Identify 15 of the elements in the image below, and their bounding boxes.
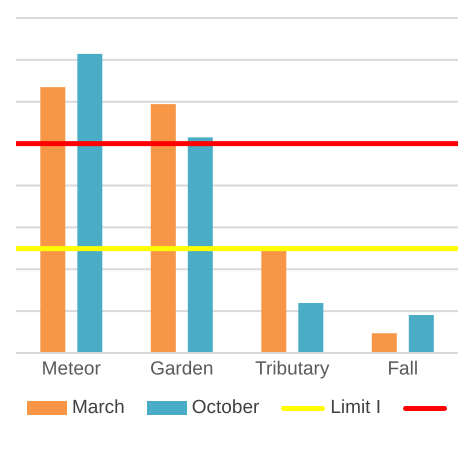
bar (261, 250, 286, 353)
bar (77, 54, 102, 353)
bar (150, 104, 176, 353)
legend-label: Limit I (330, 397, 382, 419)
x-tick-label: Meteor (42, 358, 102, 380)
bar (372, 333, 397, 353)
legend-label: March (72, 397, 125, 419)
x-tick-label: Garden (150, 358, 214, 380)
x-tick-label: Fall (387, 358, 418, 380)
bar (408, 315, 434, 353)
legend-label: October (192, 397, 260, 419)
x-tick-label: Tributary (255, 358, 330, 380)
bar (40, 87, 66, 353)
bar (298, 303, 324, 353)
bar (188, 137, 213, 353)
